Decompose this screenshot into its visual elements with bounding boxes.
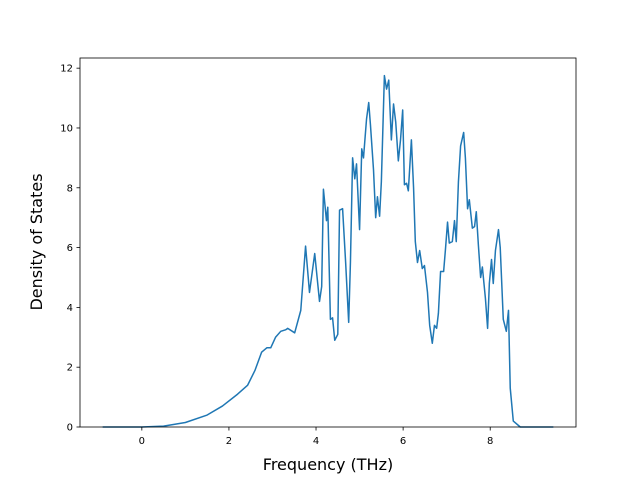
y-tick-label: 2	[67, 363, 73, 374]
y-axis-label: Density of States	[27, 173, 46, 310]
y-tick-label: 12	[60, 64, 73, 75]
y-tick-label: 10	[60, 123, 73, 134]
x-tick-label: 2	[226, 436, 232, 447]
x-tick-label: 8	[487, 436, 493, 447]
y-tick-label: 6	[67, 243, 73, 254]
plot-frame	[79, 57, 577, 428]
data-line	[102, 74, 554, 428]
x-tick-label: 0	[139, 436, 145, 447]
y-tick-label: 8	[67, 183, 73, 194]
x-axis-label: Frequency (THz)	[263, 455, 393, 474]
x-tick-label: 4	[313, 436, 319, 447]
y-tick-label: 4	[67, 303, 73, 314]
y-tick-label: 0	[67, 423, 73, 434]
x-tick-label: 6	[400, 436, 406, 447]
